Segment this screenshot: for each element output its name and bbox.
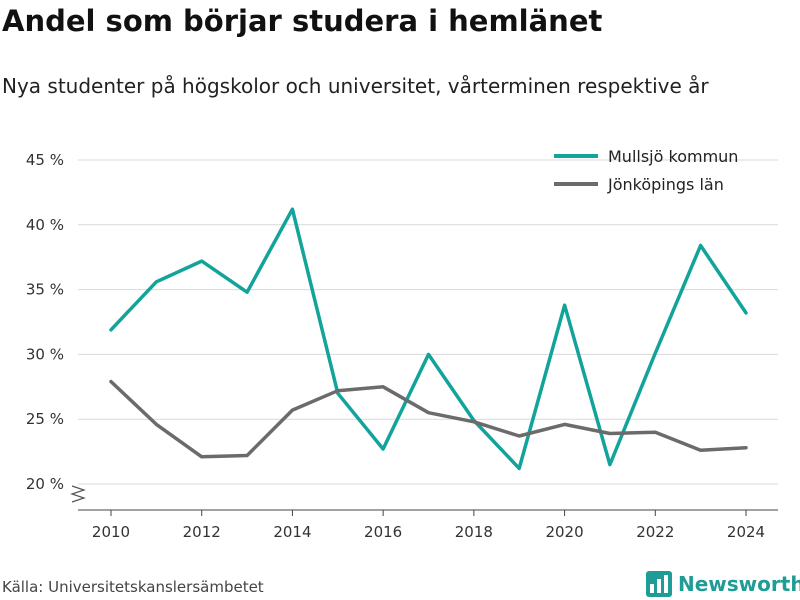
brand-name: Newsworthy (678, 572, 800, 596)
series-lines (109, 207, 748, 471)
legend-label: Jönköpings län (607, 175, 724, 194)
x-axis: 2010 2012 2014 2016 2018 2020 2022 2024 (78, 509, 778, 541)
axis-break-icon (70, 485, 86, 503)
x-tick-label: 2010 (92, 523, 130, 541)
x-tick-label: 2018 (455, 523, 493, 541)
newsworthy-logo-icon (646, 571, 672, 597)
brand: Newsworthy (646, 570, 800, 598)
series-line-jonkoping (109, 379, 748, 459)
y-axis: 20 % 25 % 30 % 35 % 40 % 45 % (26, 151, 86, 503)
x-tick-label: 2012 (183, 523, 221, 541)
chart-title: Andel som börjar studera i hemlänet (2, 4, 603, 38)
gridlines (78, 159, 778, 485)
source-note: Källa: Universitetskanslersämbetet (2, 578, 264, 596)
y-tick-label: 30 % (26, 345, 64, 363)
x-tick-label: 2024 (727, 523, 765, 541)
x-tick-label: 2022 (636, 523, 674, 541)
y-tick-label: 45 % (26, 151, 64, 169)
y-tick-label: 25 % (26, 410, 64, 428)
x-tick-label: 2014 (273, 523, 311, 541)
y-tick-label: 35 % (26, 281, 64, 299)
legend-label: Mullsjö kommun (608, 147, 738, 166)
chart-subtitle: Nya studenter på högskolor och universit… (2, 74, 709, 98)
y-tick-label: 20 % (26, 475, 64, 493)
legend: Mullsjö kommun Jönköpings län (554, 147, 738, 194)
series-line-mullsjo (109, 207, 748, 471)
y-tick-label: 40 % (26, 216, 64, 234)
x-tick-label: 2020 (545, 523, 583, 541)
x-tick-label: 2016 (364, 523, 402, 541)
